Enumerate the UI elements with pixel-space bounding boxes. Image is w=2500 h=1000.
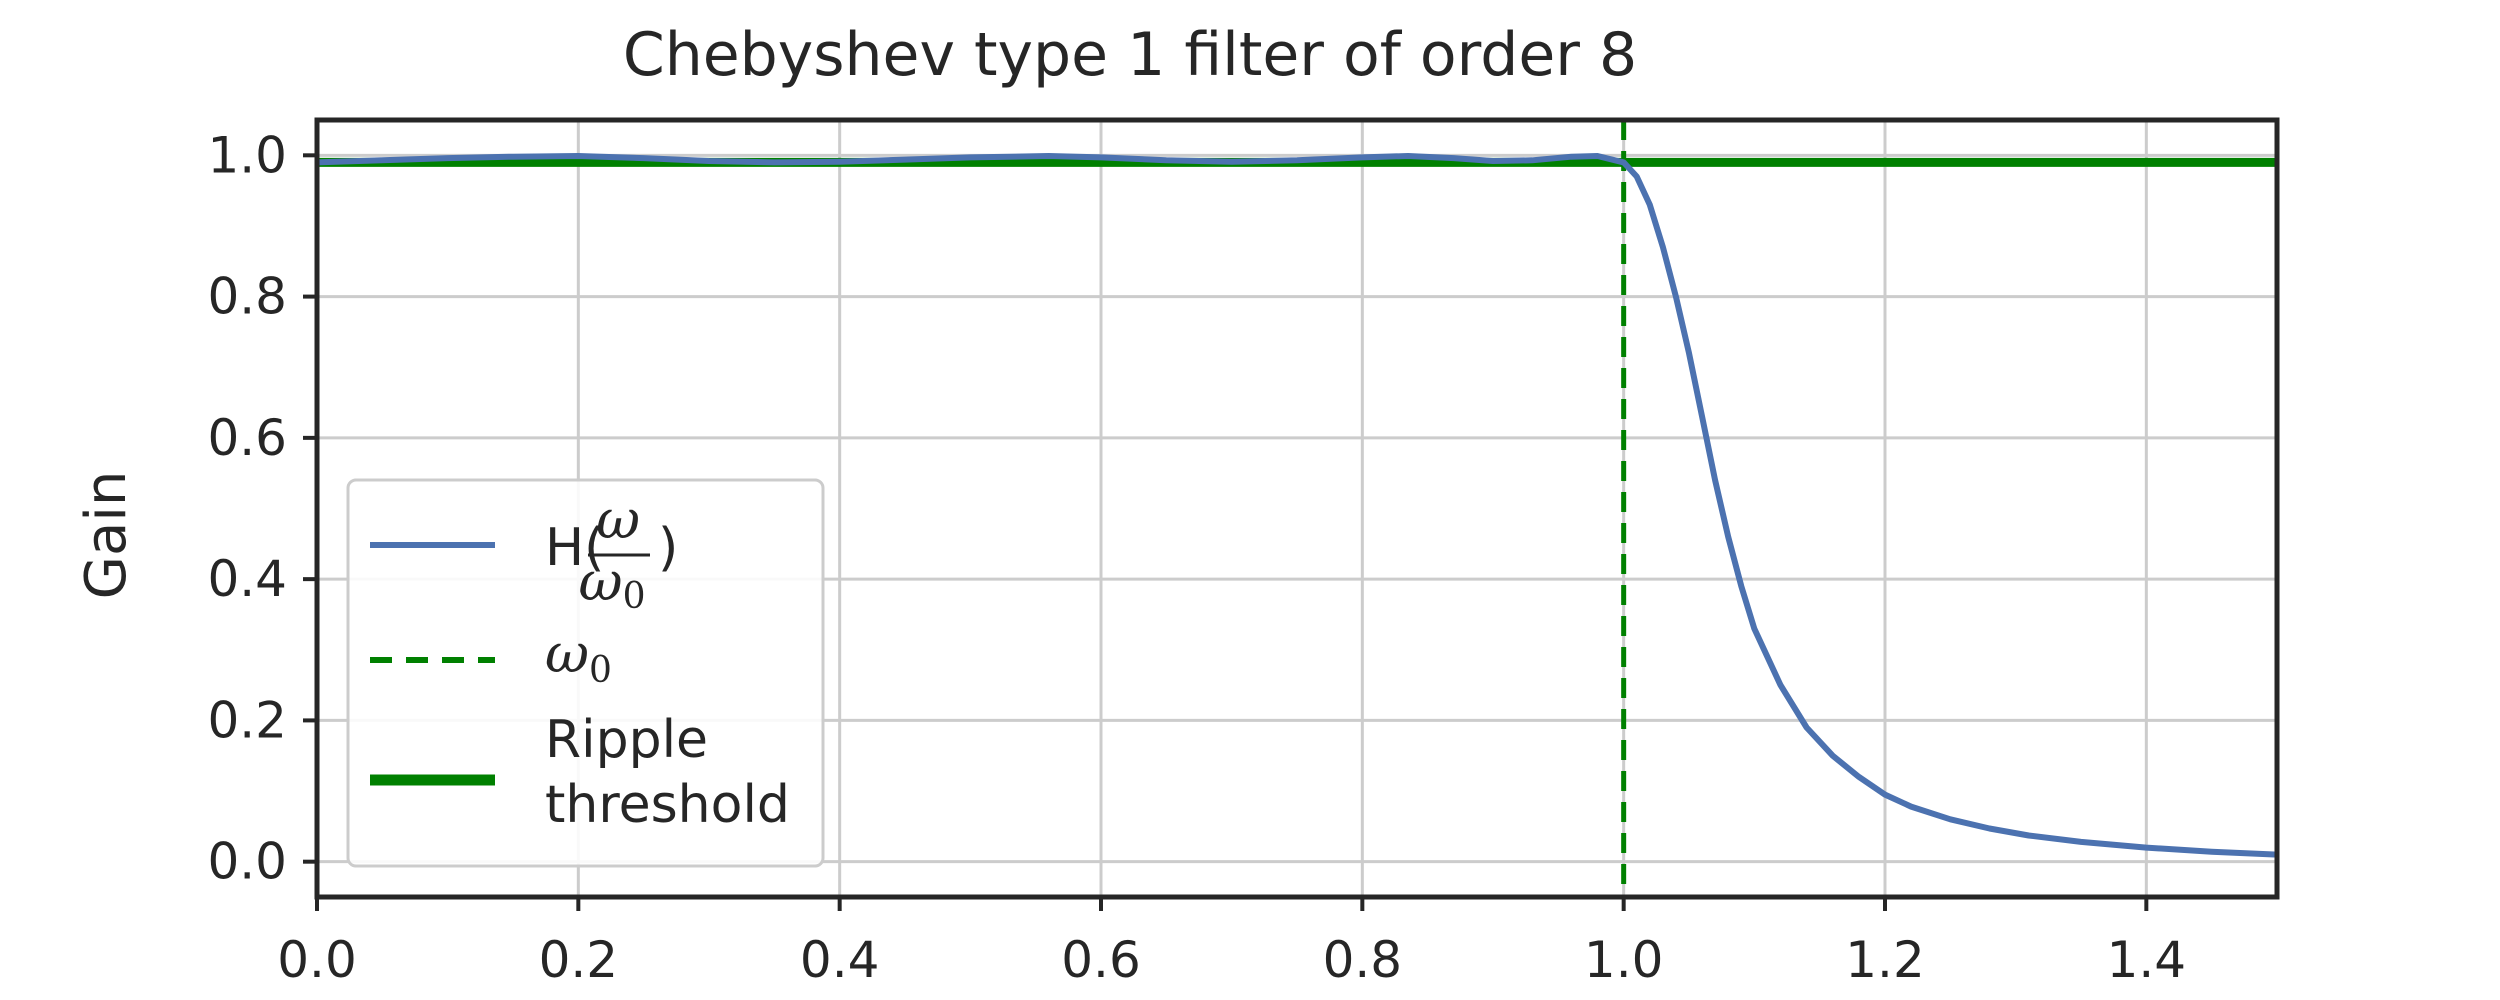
legend-label-transfer: H( [545, 518, 604, 578]
legend-frac-numerator: ω [596, 488, 640, 551]
y-tick-label: 1.0 [207, 126, 287, 184]
legend-frac-denominator: ω0 [579, 550, 646, 617]
legend-label-ripple-line1: Ripple [545, 710, 708, 770]
plot-frame [314, 117, 2280, 900]
series-layer [316, 120, 2278, 897]
y-tick-label: 0.4 [207, 550, 287, 608]
legend-label-omega0: ω0 [545, 622, 612, 691]
axis-ticks: 0.0 0.2 0.4 0.6 0.8 1.0 1.2 1.4 0.0 0.2 0.4 0.6 0.8 1… [207, 126, 2186, 989]
x-tick-label: 0.6 [1061, 931, 1141, 989]
y-tick-label: 0.2 [207, 691, 287, 749]
x-tick-label: 1.4 [2107, 931, 2187, 989]
x-tick-label: 0.2 [539, 931, 619, 989]
y-tick-label: 0.6 [207, 409, 287, 467]
x-tick-label: 1.2 [1845, 931, 1925, 989]
x-tick-label: 0.0 [277, 931, 357, 989]
x-tick-label: 0.8 [1323, 931, 1403, 989]
legend-label-ripple-line2: threshold [545, 775, 790, 835]
y-axis-label: Gain [74, 471, 139, 600]
legend-label-transfer-close: ) [658, 518, 678, 578]
x-tick-label: 0.4 [800, 931, 880, 989]
y-tick-label: 0.8 [207, 268, 287, 326]
chart-title: Chebyshev type 1 filter of order 8 [623, 20, 1637, 90]
transfer-function-line [316, 153, 2278, 858]
legend-box [346, 478, 825, 868]
x-tick-label: 1.0 [1584, 931, 1664, 989]
y-tick-label: 0.0 [207, 833, 287, 891]
legend: H( ω ω0 ) ω0 Ripple threshold [346, 478, 825, 868]
